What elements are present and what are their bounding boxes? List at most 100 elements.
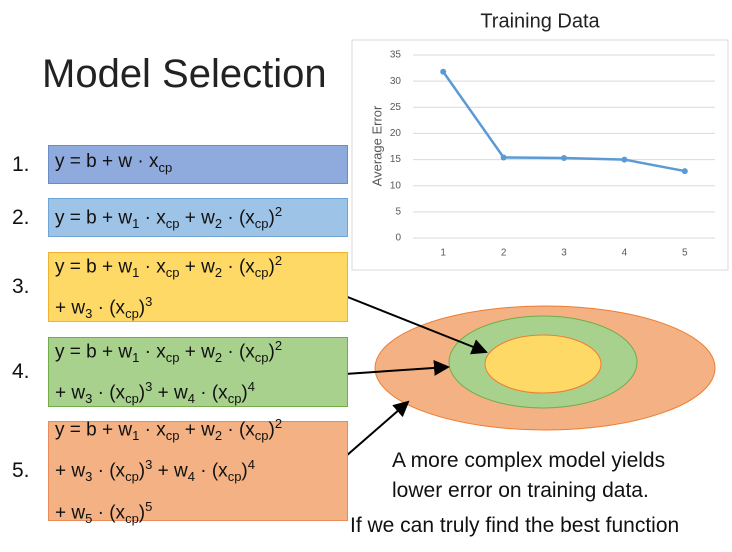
x-tick-label: 3 [561, 248, 567, 259]
formula-text: cp [227, 391, 242, 407]
slide-title: Model Selection [42, 52, 327, 96]
y-tick-label: 15 [390, 154, 402, 165]
formula-text: + w [179, 256, 215, 278]
formula-text: cp [125, 510, 139, 526]
formula-text: cp [227, 469, 242, 485]
inner-set [484, 334, 602, 394]
formula-text: + w [55, 382, 86, 404]
formula-box: y = b + w1 · xcp + w2 · (xcp)2 + w3 · (xc… [48, 337, 348, 407]
formula-text: ) [268, 207, 275, 229]
formula-line: y = b + w1 · xcp + w2 · (xcp)2 [55, 246, 343, 287]
x-tick-label: 4 [622, 248, 628, 259]
formula-text: y = b + w [55, 341, 133, 363]
y-tick-label: 30 [390, 76, 402, 87]
caption-line: A more complex model yields [392, 449, 666, 472]
formula-text: 3 [85, 391, 93, 407]
formula-line: + w5 · (xcp)5 [55, 492, 343, 533]
formula-text: 2 [274, 252, 283, 268]
formula-text: + w [55, 501, 86, 523]
formula-box: y = b + w1 · xcp + w2 · (xcp)2 + w3 · (xc… [48, 416, 348, 526]
formula-text: + w [152, 382, 188, 404]
formula-text: 3 [145, 379, 153, 394]
formula-text: 4 [187, 469, 195, 485]
formula-text: y = b + w · x [55, 151, 159, 173]
y-tick-label: 0 [395, 233, 401, 244]
formula-text: · (x [92, 297, 126, 319]
formula-text: + w [152, 460, 188, 482]
formula-text: ) [138, 460, 146, 482]
formula-text: 2 [214, 350, 223, 365]
arrow [329, 289, 488, 355]
formula-text: y = b + w [55, 207, 133, 229]
formula-text: + w [179, 419, 215, 441]
chart-frame [351, 39, 729, 271]
formula-line: y = b + w1 · xcp + w2 · (xcp)2 [55, 197, 343, 238]
y-tick-label: 10 [390, 180, 402, 191]
formula-text: cp [254, 350, 269, 365]
formula-text: 4 [187, 391, 195, 407]
formula-text: cp [158, 159, 173, 175]
formula-text: cp [165, 428, 180, 444]
formula-text: ) [138, 501, 146, 523]
formula-text: 3 [145, 457, 153, 473]
x-tick-label: 2 [501, 248, 507, 259]
formula-text: · (x [222, 341, 255, 363]
formula-text: ) [241, 382, 248, 404]
formula-text: ) [138, 382, 146, 404]
formula-text: · x [139, 207, 166, 229]
formula-text: cp [254, 265, 269, 280]
formula-text: · x [139, 419, 166, 441]
x-tick-label: 5 [682, 248, 688, 259]
item-number: 5. [12, 459, 30, 482]
formula-text: 5 [85, 510, 93, 526]
footer: If we can truly find the best function [350, 514, 680, 537]
formula-line: + w3 · (xcp)3 + w4 · (xcp)4 [55, 372, 343, 413]
formula-text: + w [55, 460, 86, 482]
item-number: 4. [12, 360, 30, 383]
formula-text: · (x [194, 460, 228, 482]
formula-text: · (x [194, 382, 228, 404]
formula-text: ) [268, 341, 275, 363]
formula-text: cp [165, 350, 180, 365]
formula-text: cp [254, 216, 269, 232]
formula-text: 2 [274, 337, 283, 353]
formula-text: cp [125, 391, 139, 407]
formula-text: 1 [132, 350, 140, 365]
formula-text: 2 [214, 265, 223, 280]
arrow [329, 359, 450, 376]
x-tick-label: 1 [440, 248, 446, 259]
y-tick-label: 35 [390, 50, 402, 61]
data-point [681, 168, 688, 175]
formula-line: y = b + w1 · xcp + w2 · (xcp)2 [55, 331, 343, 372]
formula-text: · (x [92, 382, 126, 404]
formula-text: · (x [222, 419, 255, 441]
formula-text: cp [125, 469, 139, 485]
formula-text: ) [268, 256, 275, 278]
formula-text: 3 [85, 306, 93, 322]
formula-text: y = b + w [55, 256, 133, 278]
formula-text: · (x [92, 460, 126, 482]
formula-text: 2 [214, 216, 223, 232]
formula-box: y = b + w1 · xcp + w2 · (xcp)2 [48, 198, 348, 237]
formula-line: y = b + w · xcp [55, 147, 343, 182]
item-number: 1. [12, 152, 30, 176]
formula-text: + w [179, 207, 215, 229]
formula-text: cp [165, 216, 180, 232]
item-number: 2. [12, 205, 30, 229]
data-point [621, 156, 628, 163]
formula-text: cp [254, 428, 269, 444]
y-axis-label: Average Error [369, 105, 384, 186]
formula-text: ) [138, 297, 146, 319]
formula-text: + w [55, 297, 86, 319]
data-point [440, 68, 447, 75]
formula-text: 1 [132, 428, 140, 444]
formula-text: · x [139, 256, 166, 278]
formula-text: 1 [132, 216, 140, 232]
formula-line: y = b + w1 · xcp + w2 · (xcp)2 [55, 409, 343, 450]
data-point [561, 155, 567, 162]
formula-text: ) [241, 460, 248, 482]
y-tick-label: 20 [390, 128, 402, 139]
formula-line: + w3 · (xcp)3 [55, 287, 343, 328]
